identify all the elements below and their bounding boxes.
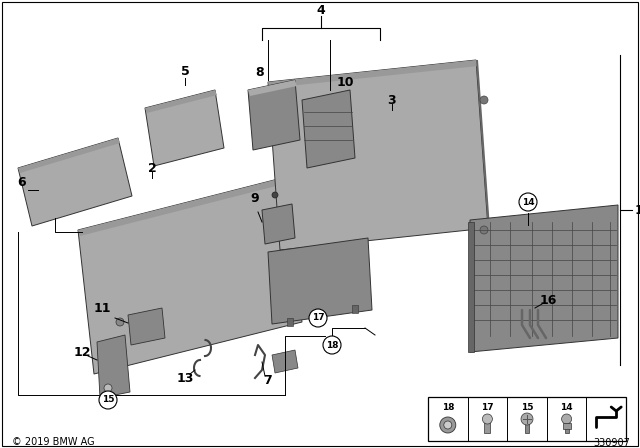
Text: 17: 17 [481, 402, 493, 412]
Circle shape [480, 226, 488, 234]
Text: 17: 17 [312, 314, 324, 323]
Polygon shape [302, 90, 355, 168]
Polygon shape [248, 80, 297, 96]
Circle shape [309, 309, 327, 327]
Polygon shape [78, 178, 284, 236]
Bar [287, 318, 293, 326]
Bar [428, 397, 626, 441]
Text: 9: 9 [251, 191, 259, 204]
Bar [352, 305, 358, 313]
Circle shape [99, 391, 117, 409]
Text: 18: 18 [442, 402, 454, 412]
Text: 3: 3 [388, 94, 396, 107]
Polygon shape [145, 90, 224, 166]
Text: 2: 2 [148, 161, 156, 175]
Polygon shape [470, 205, 618, 352]
Polygon shape [18, 138, 120, 173]
Polygon shape [18, 138, 132, 226]
Circle shape [323, 336, 341, 354]
Polygon shape [248, 80, 300, 150]
Text: 8: 8 [256, 65, 264, 78]
Polygon shape [97, 335, 130, 398]
Text: 6: 6 [18, 176, 26, 189]
Text: 330907: 330907 [593, 438, 630, 448]
Circle shape [521, 413, 533, 425]
Text: © 2019 BMW AG: © 2019 BMW AG [12, 437, 95, 447]
Circle shape [480, 96, 488, 104]
Polygon shape [476, 60, 490, 228]
Text: 15: 15 [521, 402, 533, 412]
Polygon shape [268, 238, 372, 324]
Bar [564, 419, 568, 433]
Text: 16: 16 [540, 293, 557, 306]
Circle shape [562, 414, 572, 424]
Text: 10: 10 [336, 76, 354, 89]
Text: 14: 14 [560, 402, 573, 412]
Bar [525, 419, 529, 433]
Circle shape [440, 417, 456, 433]
Bar [484, 419, 490, 433]
Polygon shape [268, 60, 488, 250]
Circle shape [444, 421, 452, 429]
Circle shape [272, 192, 278, 198]
Bar [563, 423, 571, 429]
Text: 12: 12 [73, 345, 91, 358]
Polygon shape [268, 60, 478, 88]
Text: 1: 1 [635, 203, 640, 216]
Polygon shape [262, 204, 295, 244]
Circle shape [483, 414, 492, 424]
Text: 14: 14 [522, 198, 534, 207]
Text: 13: 13 [176, 371, 194, 384]
Circle shape [519, 193, 537, 211]
Polygon shape [78, 178, 302, 374]
Polygon shape [128, 308, 165, 345]
Text: 11: 11 [93, 302, 111, 314]
Text: 5: 5 [180, 65, 189, 78]
Bar [468, 222, 474, 352]
Text: 7: 7 [264, 374, 273, 387]
Text: 18: 18 [326, 340, 339, 349]
Text: 4: 4 [317, 4, 325, 17]
Polygon shape [145, 90, 217, 113]
Text: 15: 15 [102, 396, 115, 405]
Circle shape [104, 384, 112, 392]
Circle shape [116, 318, 124, 326]
Polygon shape [272, 350, 298, 373]
